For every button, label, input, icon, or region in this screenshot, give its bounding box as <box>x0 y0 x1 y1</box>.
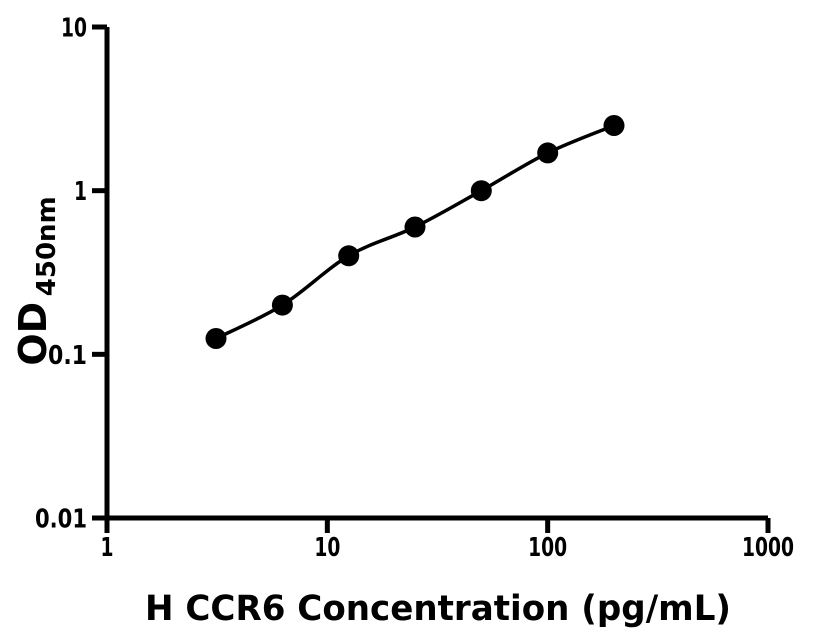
x-tick-label-1000: 1000 <box>742 533 794 563</box>
x-tick-label-10: 10 <box>314 533 340 563</box>
axes-layer: 1 10 100 1000 10 1 0.1 0.01 <box>35 14 794 564</box>
x-tick-label-1: 1 <box>101 533 114 563</box>
data-point-12-5 <box>338 245 360 267</box>
x-tick-label-100: 100 <box>528 533 567 563</box>
data-point-100 <box>537 142 559 164</box>
y-tick-label-0-01: 0.01 <box>35 505 87 535</box>
data-point-25 <box>404 216 426 238</box>
axes-frame <box>104 27 768 521</box>
y-tick-label-10: 10 <box>61 14 87 44</box>
data-point-50 <box>470 180 492 202</box>
x-axis-title: H CCR6 Concentration (pg/mL) <box>145 589 731 629</box>
y-tick-label-1: 1 <box>74 177 87 207</box>
y-tick-label-0-1: 0.1 <box>48 341 87 371</box>
data-point-6-25 <box>271 294 293 316</box>
data-point-200 <box>603 115 625 136</box>
y-axis-title-subscript: 450nm <box>32 196 62 296</box>
data-point-3-125 <box>205 328 227 349</box>
y-axis-title-main: OD <box>11 302 55 366</box>
data-series-layer <box>205 115 625 349</box>
y-axis-title: OD 450nm <box>11 196 62 365</box>
